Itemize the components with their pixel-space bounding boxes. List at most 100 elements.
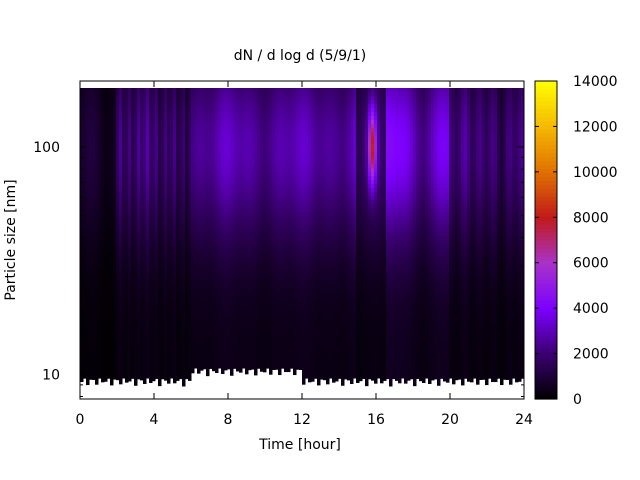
heatmap-cell	[86, 148, 90, 153]
heatmap-cell	[149, 288, 153, 293]
heatmap-cell	[245, 224, 249, 229]
heatmap-cell	[152, 192, 156, 197]
heatmap-cell	[116, 128, 120, 133]
heatmap-cell	[284, 156, 288, 161]
heatmap-cell	[137, 196, 141, 201]
heatmap-cell	[149, 308, 153, 313]
heatmap-cell	[182, 292, 186, 297]
heatmap-cell	[137, 188, 141, 193]
heatmap-cell	[233, 156, 237, 161]
heatmap-cell	[86, 252, 90, 257]
heatmap-cell	[200, 92, 204, 97]
heatmap-cell	[143, 376, 147, 381]
heatmap-cell	[149, 376, 153, 381]
heatmap-cell	[119, 268, 123, 273]
heatmap-cell	[104, 132, 108, 137]
heatmap-cell	[95, 200, 99, 205]
heatmap-cell	[245, 236, 249, 241]
heatmap-cell	[152, 324, 156, 329]
heatmap-cell	[107, 280, 111, 285]
heatmap-cell	[128, 200, 132, 205]
heatmap-cell	[104, 376, 108, 381]
heatmap-cell	[239, 248, 243, 253]
heatmap-cell	[239, 132, 243, 137]
heatmap-cell	[284, 196, 288, 201]
heatmap-cell	[236, 192, 240, 197]
heatmap-cell	[98, 220, 102, 225]
heatmap-cell	[272, 164, 276, 169]
heatmap-cell	[284, 308, 288, 313]
heatmap-cell	[179, 292, 183, 297]
heatmap-cell	[86, 212, 90, 217]
heatmap-cell	[89, 228, 93, 233]
heatmap-cell	[188, 220, 192, 225]
heatmap-cell	[89, 120, 93, 125]
heatmap-cell	[125, 96, 129, 101]
heatmap-cell	[242, 140, 246, 145]
heatmap-cell	[278, 104, 282, 109]
heatmap-cell	[122, 124, 126, 129]
heatmap-cell	[86, 292, 90, 297]
heatmap-cell	[230, 320, 234, 325]
heatmap-cell	[95, 284, 99, 289]
heatmap-cell	[101, 180, 105, 185]
heatmap-cell	[86, 88, 90, 93]
heatmap-cell	[266, 300, 270, 305]
heatmap-cell	[200, 336, 204, 341]
heatmap-cell	[125, 352, 129, 357]
heatmap-cell	[245, 248, 249, 253]
heatmap-cell	[209, 284, 213, 289]
heatmap-cell	[131, 204, 135, 209]
heatmap-cell	[134, 272, 138, 277]
heatmap-cell	[179, 268, 183, 273]
heatmap-cell	[239, 148, 243, 153]
heatmap-cell	[89, 356, 93, 361]
heatmap-cell	[206, 204, 210, 209]
heatmap-cell	[158, 88, 162, 93]
heatmap-cell	[128, 228, 132, 233]
heatmap-cell	[236, 196, 240, 201]
heatmap-cell	[116, 320, 120, 325]
heatmap-cell	[167, 260, 171, 265]
heatmap-cell	[227, 176, 231, 181]
heatmap-cell	[191, 88, 195, 93]
heatmap-cell	[167, 96, 171, 101]
heatmap-cell	[236, 224, 240, 229]
heatmap-cell	[164, 208, 168, 213]
heatmap-cell	[245, 132, 249, 137]
heatmap-cell	[284, 168, 288, 173]
heatmap-cell	[137, 340, 141, 345]
heatmap-cell	[98, 316, 102, 321]
heatmap-cell	[179, 356, 183, 361]
heatmap-cell	[179, 136, 183, 141]
heatmap-cell	[92, 344, 96, 349]
heatmap-cell	[275, 332, 279, 337]
heatmap-cell	[86, 140, 90, 145]
heatmap-cell	[83, 340, 87, 345]
heatmap-cell	[221, 116, 225, 121]
heatmap-cell	[80, 296, 84, 301]
heatmap-cell	[215, 184, 219, 189]
heatmap-cell	[260, 324, 264, 329]
heatmap-cell	[254, 152, 258, 157]
heatmap-cell	[110, 256, 114, 261]
heatmap-cell	[212, 172, 216, 177]
heatmap-cell	[80, 124, 84, 129]
heatmap-cell	[236, 228, 240, 233]
heatmap-cell	[248, 152, 252, 157]
heatmap-cell	[206, 332, 210, 337]
heatmap-cell	[218, 124, 222, 129]
heatmap-cell	[125, 260, 129, 265]
heatmap-cell	[122, 304, 126, 309]
heatmap-cell	[275, 100, 279, 105]
heatmap-cell	[131, 308, 135, 313]
heatmap-cell	[212, 100, 216, 105]
heatmap-cell	[233, 236, 237, 241]
heatmap-cell	[80, 276, 84, 281]
heatmap-cell	[86, 316, 90, 321]
heatmap-cell	[83, 352, 87, 357]
heatmap-cell	[158, 348, 162, 353]
heatmap-cell	[209, 244, 213, 249]
heatmap-cell	[83, 128, 87, 133]
heatmap-cell	[173, 148, 177, 153]
